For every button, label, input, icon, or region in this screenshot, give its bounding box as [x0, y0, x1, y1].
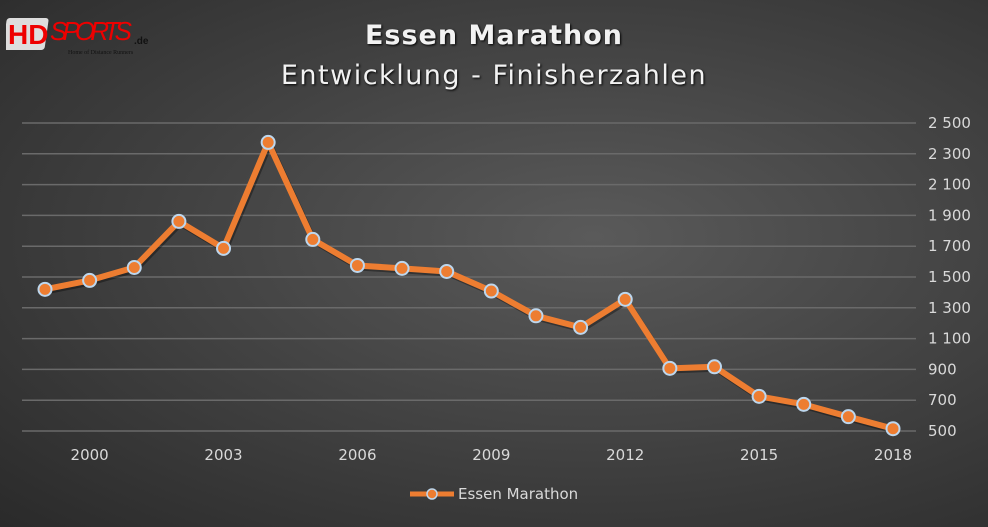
data-point: [260, 134, 276, 150]
data-point: [885, 421, 901, 437]
y-tick-label: 500: [928, 422, 957, 440]
svg-text:Home of Distance Runners: Home of Distance Runners: [68, 49, 134, 56]
series-line: [44, 139, 894, 432]
data-point: [840, 409, 856, 425]
x-tick-label: 2015: [740, 446, 778, 464]
x-tick-label: 2009: [472, 446, 510, 464]
x-tick-label: 2012: [606, 446, 644, 464]
y-tick-label: 1 700: [928, 237, 971, 255]
y-tick-label: 1 500: [928, 268, 971, 286]
data-point: [662, 360, 678, 376]
svg-text:HD: HD: [8, 19, 48, 50]
legend-label: Essen Marathon: [458, 485, 579, 503]
data-point: [305, 231, 321, 247]
x-tick-label: 2000: [71, 446, 109, 464]
data-point: [439, 263, 455, 279]
chart-subtitle: Entwicklung - Finisherzahlen: [280, 60, 708, 91]
data-point: [171, 213, 187, 229]
y-tick-label: 1 900: [928, 206, 971, 224]
legend: Essen Marathon: [410, 485, 578, 503]
series-line-shadow: [45, 141, 896, 434]
x-tick-label: 2006: [338, 446, 376, 464]
data-point: [706, 359, 722, 375]
data-point: [617, 291, 633, 307]
data-point: [37, 281, 53, 297]
data-point: [751, 388, 767, 404]
svg-text:.de: .de: [134, 36, 149, 47]
data-point: [528, 308, 544, 324]
data-point: [126, 259, 142, 275]
y-tick-label: 1 300: [928, 299, 971, 317]
hdsports-logo: HD SPORTS .de Home of Distance Runners: [6, 16, 149, 56]
svg-text:SPORTS: SPORTS: [50, 16, 133, 46]
x-tick-label: 2018: [874, 446, 912, 464]
data-point: [796, 396, 812, 412]
data-point: [82, 272, 98, 288]
data-point: [349, 257, 365, 273]
y-tick-label: 2 500: [928, 114, 971, 132]
y-tick-label: 1 100: [928, 330, 971, 348]
data-point: [483, 283, 499, 299]
y-tick-label: 2 100: [928, 176, 971, 194]
y-tick-label: 900: [928, 360, 957, 378]
data-point: [216, 240, 232, 256]
chart-title: Essen Marathon: [364, 20, 624, 51]
legend-marker-icon: [410, 488, 454, 500]
data-point: [573, 319, 589, 335]
x-tick-label: 2003: [204, 446, 242, 464]
y-tick-label: 2 300: [928, 145, 971, 163]
data-point: [394, 260, 410, 276]
y-tick-label: 700: [928, 391, 957, 409]
